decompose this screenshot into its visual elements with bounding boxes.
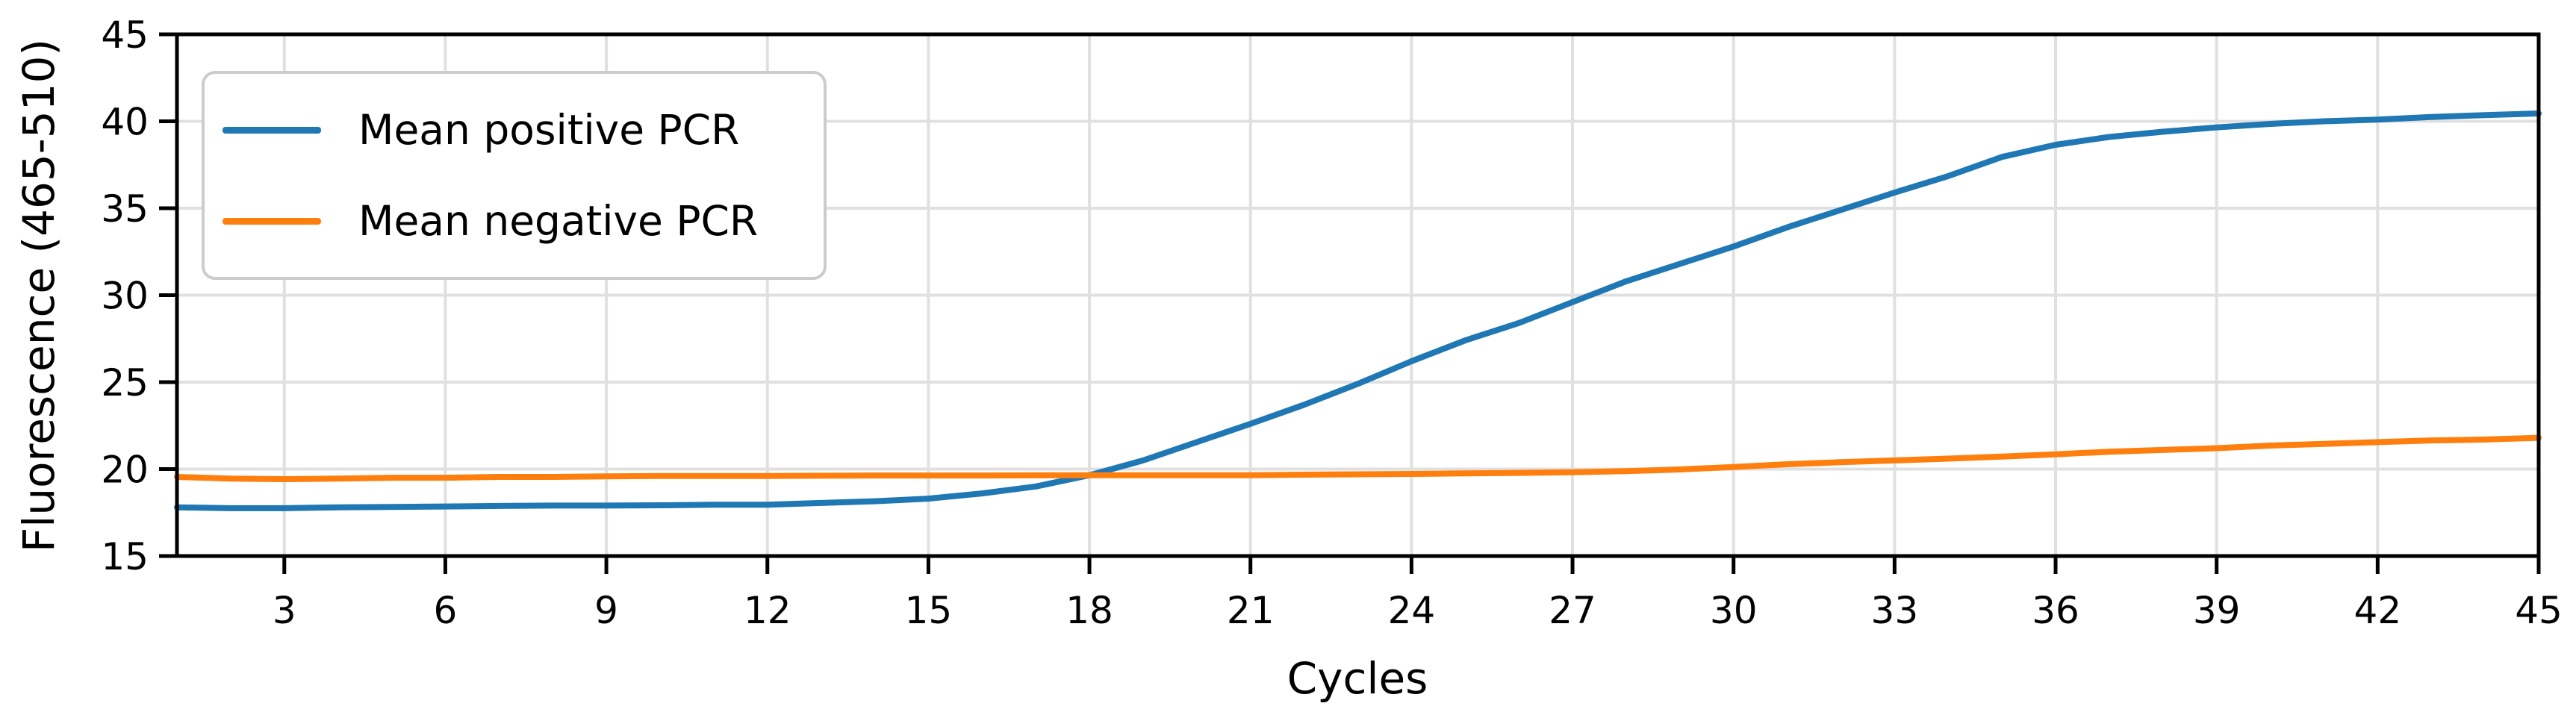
legend-line-sample-positive [223, 126, 321, 134]
y-axis-title: Fluorescence (465-510) [13, 38, 64, 553]
legend-item-positive: Mean positive PCR [223, 104, 809, 156]
x-tick-label: 3 [273, 589, 296, 632]
x-tick-label: 33 [1871, 589, 1919, 632]
y-tick-label: 45 [101, 13, 149, 57]
y-tick-label: 15 [101, 535, 149, 578]
x-tick-label: 15 [905, 589, 953, 632]
x-tick-label: 9 [594, 589, 618, 632]
legend-line-sample-negative [223, 217, 321, 225]
x-tick-label: 24 [1388, 589, 1436, 632]
legend-label-positive: Mean positive PCR [358, 106, 740, 154]
y-tick-label: 25 [101, 361, 149, 405]
x-tick-label: 27 [1549, 589, 1596, 632]
y-tick-label: 35 [101, 187, 149, 231]
series-line-mean-positive-pcr [174, 110, 2542, 511]
x-tick-label: 21 [1227, 589, 1275, 632]
legend-item-negative: Mean negative PCR [223, 195, 809, 247]
x-tick-label: 30 [1710, 589, 1758, 632]
x-tick-label: 12 [744, 589, 791, 632]
legend: Mean positive PCR Mean negative PCR [202, 71, 827, 280]
y-tick-label: 30 [101, 275, 149, 318]
x-axis-title: Cycles [1287, 653, 1428, 704]
y-tick-label: 40 [101, 101, 149, 144]
x-tick-label: 6 [434, 589, 458, 632]
y-tick-label: 20 [101, 449, 149, 492]
x-tick-label: 45 [2515, 589, 2563, 632]
legend-label-negative: Mean negative PCR [358, 197, 759, 245]
x-tick-label: 42 [2354, 589, 2402, 632]
x-tick-label: 18 [1065, 589, 1113, 632]
series-line-mean-negative-pcr [174, 434, 2542, 482]
x-tick-label: 36 [2032, 589, 2079, 632]
x-tick-label: 39 [2193, 589, 2241, 632]
